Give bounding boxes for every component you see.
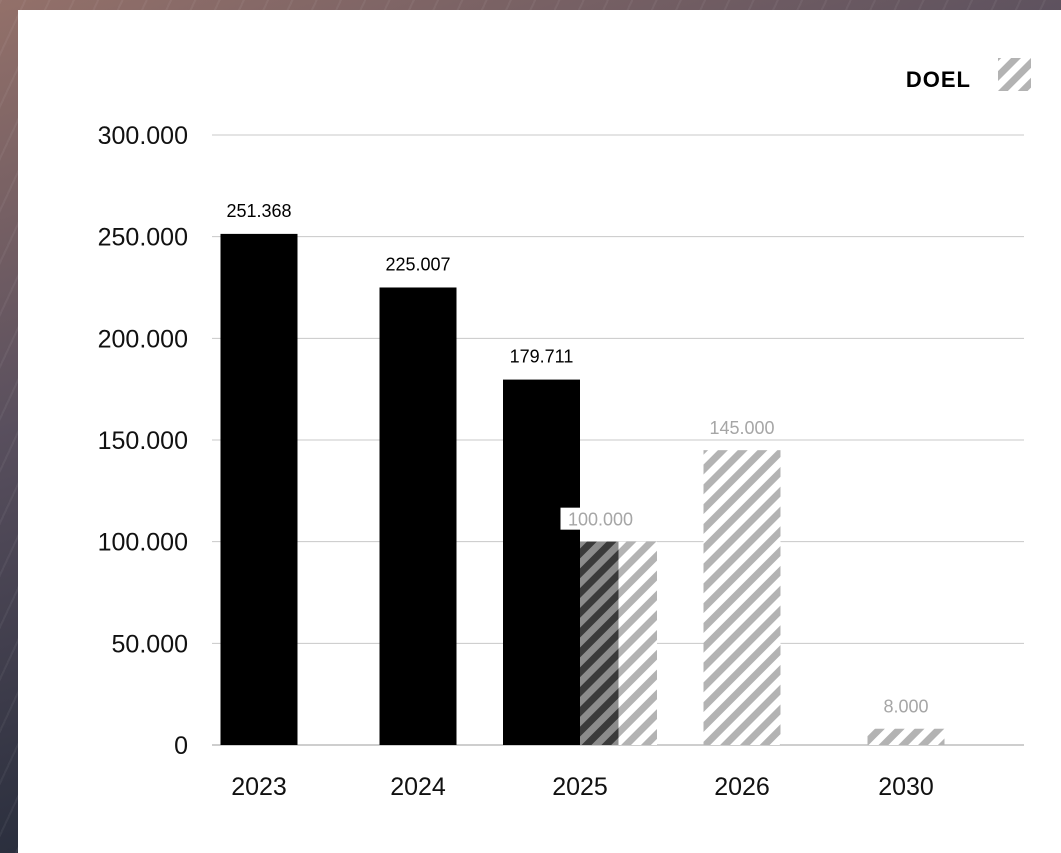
y-tick-label: 100.000 [98,529,188,557]
legend: DOEL [906,58,1031,92]
data-labels: 251.368 225.007 179.711 100.000 145.000 8.000 [217,197,946,717]
label-backing [376,251,460,276]
label-backing [499,343,584,368]
x-tick-label: 2024 [390,773,446,801]
y-tick-label: 50.000 [112,630,188,658]
x-tick-label: 2030 [878,773,934,801]
y-tick-label: 200.000 [98,325,188,353]
legend-label-doel: DOEL [906,67,971,92]
data-label-actual-2023: 251.368 [226,201,291,221]
data-label-actual-2024: 225.007 [385,254,450,274]
label-backing [702,416,782,439]
bars [220,233,945,745]
x-tick-label: 2023 [231,773,287,801]
bar-target-overlap-2025 [580,541,619,745]
bar-target-2030 [867,728,945,745]
bar-actual-2023 [220,233,298,745]
x-tick-label: 2025 [552,773,608,801]
x-axis-ticks: 2023 2024 2025 2026 2030 [231,773,934,801]
label-backing [560,507,641,530]
x-tick-label: 2026 [714,773,770,801]
data-label-target-2026: 145.000 [709,418,774,438]
y-tick-label: 300.000 [98,122,188,150]
label-backing [217,197,301,222]
label-backing [866,694,946,717]
data-label-target-2025: 100.000 [568,510,633,530]
y-tick-label: 0 [174,732,188,760]
data-label-actual-2025: 179.711 [510,347,574,367]
legend-swatch-doel [998,58,1031,91]
bar-actual-2025 [503,379,580,745]
y-tick-label: 250.000 [98,224,188,252]
bar-actual-2024 [379,287,457,745]
bar-target-2026 [703,450,781,745]
data-label-target-2030: 8.000 [883,697,928,717]
y-tick-label: 150.000 [98,427,188,455]
y-axis-ticks: 0 50.000 100.000 150.000 200.000 250.000 300.0… [98,122,188,760]
